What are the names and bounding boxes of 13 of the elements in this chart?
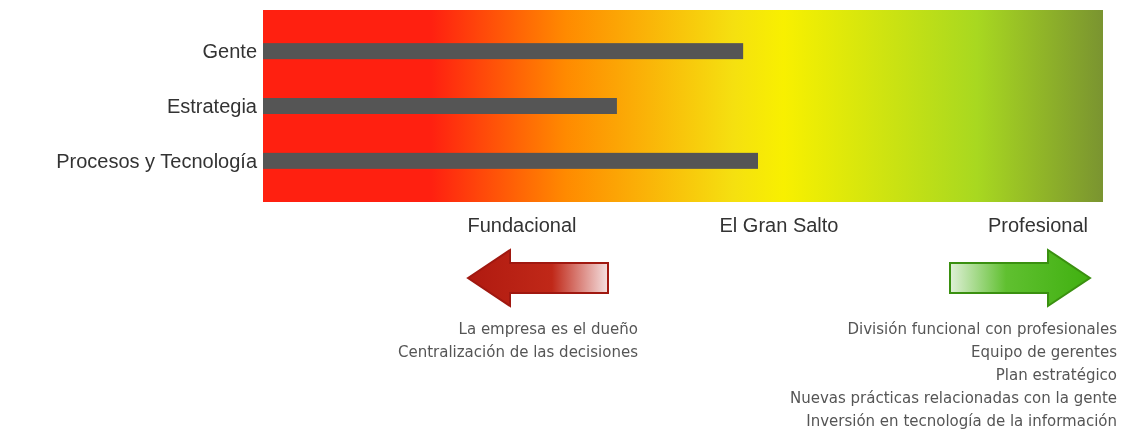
text: Profesional xyxy=(987,214,1089,236)
text: Inversión en tecnología de la información xyxy=(806,412,1117,430)
text: La empresa es el dueño xyxy=(458,320,638,338)
text: El Gran Salto xyxy=(719,214,839,236)
text: Equipo de gerentes xyxy=(971,343,1118,361)
y-tick-label: Gente xyxy=(202,40,257,63)
text: Centralización de las decisiones xyxy=(397,343,639,361)
text: División funcional con profesionales xyxy=(847,320,1118,338)
text: Plan estratégico xyxy=(995,366,1117,384)
y-tick-label: Estrategia xyxy=(166,95,258,117)
text: Nuevas prácticas relacionadas con la gente xyxy=(789,389,1117,407)
text: Fundacional xyxy=(467,214,577,236)
y-tick-label: Procesos y Tecnología xyxy=(56,149,258,172)
